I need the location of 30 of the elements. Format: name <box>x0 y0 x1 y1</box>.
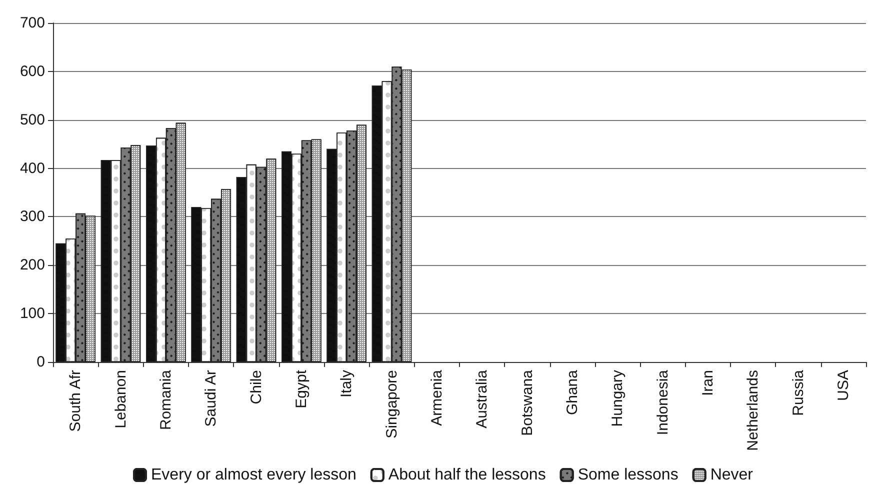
x-tick-label: USA <box>834 370 852 401</box>
x-tick-label: Armenia <box>428 369 446 426</box>
x-tick-label: Lebanon <box>112 370 130 428</box>
x-tick-label: South Afr <box>67 370 84 432</box>
y-tick-label: 400 <box>20 160 45 177</box>
legend-label: Every or almost every lesson <box>150 466 356 484</box>
x-tick-label: Botswana <box>518 369 536 436</box>
y-tick-label: 0 <box>36 354 45 370</box>
x-tick-label: Chile <box>248 370 265 404</box>
x-tick-label: Singapore <box>383 370 400 438</box>
x-tick-label: Iran <box>699 370 716 396</box>
x-tick-label: Saudi Ar <box>202 370 220 427</box>
x-tick-label: Indonesia <box>654 369 672 436</box>
y-tick-label: 600 <box>20 62 45 80</box>
x-tick-label: Ghana <box>564 369 581 416</box>
x-tick-label: Italy <box>338 370 356 398</box>
x-tick-label: Romania <box>157 369 174 430</box>
y-tick-label: 700 <box>20 14 45 32</box>
legend-label: Some lessons <box>578 466 678 484</box>
x-tick-label: Egypt <box>292 369 310 408</box>
x-tick-label: Hungary <box>609 370 626 427</box>
y-tick-label: 500 <box>20 111 45 128</box>
x-tick-label: Russia <box>790 369 807 416</box>
legend-label: Never <box>710 466 754 484</box>
y-tick-label: 300 <box>20 208 45 226</box>
y-tick-label: 200 <box>20 256 45 274</box>
legend-label: About half the lessons <box>388 466 546 484</box>
x-tick-label: Netherlands <box>744 370 762 451</box>
x-tick-label: Australia <box>474 369 491 428</box>
y-tick-label: 100 <box>20 305 45 322</box>
